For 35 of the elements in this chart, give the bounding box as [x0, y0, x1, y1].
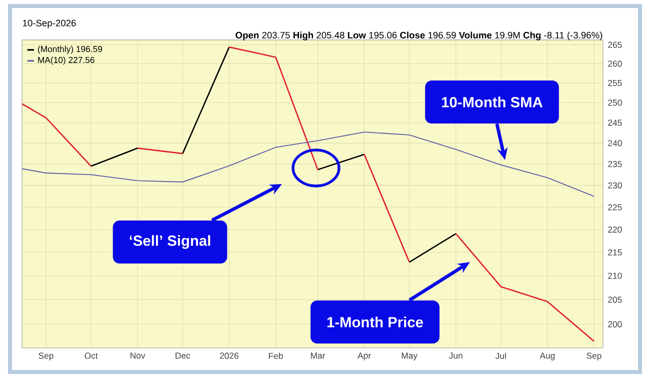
x-tick-label: Apr: [358, 352, 371, 360]
y-tick-label: 230: [608, 182, 622, 189]
x-tick-label: Aug: [540, 352, 555, 360]
x-tick-label: Sep: [586, 352, 602, 360]
x-tick-label: May: [402, 352, 418, 360]
y-tick-label: 205: [608, 296, 622, 303]
y-tick-label: 225: [608, 204, 622, 210]
annotation: 1-Month Price: [327, 316, 423, 328]
legend-label: (Monthly) 196.59: [38, 46, 102, 54]
x-tick-label: Nov: [130, 352, 146, 359]
y-tick-label: 245: [608, 120, 622, 126]
y-tick-label: 250: [608, 100, 622, 106]
y-tick-label: 200: [608, 321, 622, 328]
y-tick-label: 235: [608, 161, 622, 168]
x-tick-label: Feb: [268, 352, 283, 359]
y-tick-label: 215: [608, 249, 622, 256]
annotation: ‘Sell’ Signal: [130, 235, 210, 249]
x-tick-label: Oct: [84, 352, 98, 359]
y-tick-label: 240: [608, 140, 622, 146]
line-series: [22, 132, 594, 197]
annotation: 10-Month SMA: [442, 96, 543, 108]
x-tick-label: Jul: [495, 352, 506, 359]
x-tick-label: Sep: [38, 352, 54, 360]
y-tick-label: 255: [608, 80, 622, 86]
x-tick-label: Mar: [311, 352, 326, 359]
x-tick-label: Jun: [449, 352, 462, 359]
y-tick-label: 210: [608, 272, 622, 279]
x-tick-label: Dec: [176, 352, 190, 359]
text: 10-Sep-2026: [22, 20, 76, 28]
x-tick-label: 2026: [220, 352, 238, 359]
legend-label: MA(10) 227.56: [38, 56, 94, 65]
y-tick-label: 265: [608, 42, 622, 48]
y-tick-label: 260: [608, 60, 622, 67]
y-tick-label: 220: [608, 226, 622, 233]
text: Open 203.75 High 205.48 Low 195.06 Close 196.59 Volume 19.9M Chg -8.11 (-3.96%): [236, 32, 602, 40]
